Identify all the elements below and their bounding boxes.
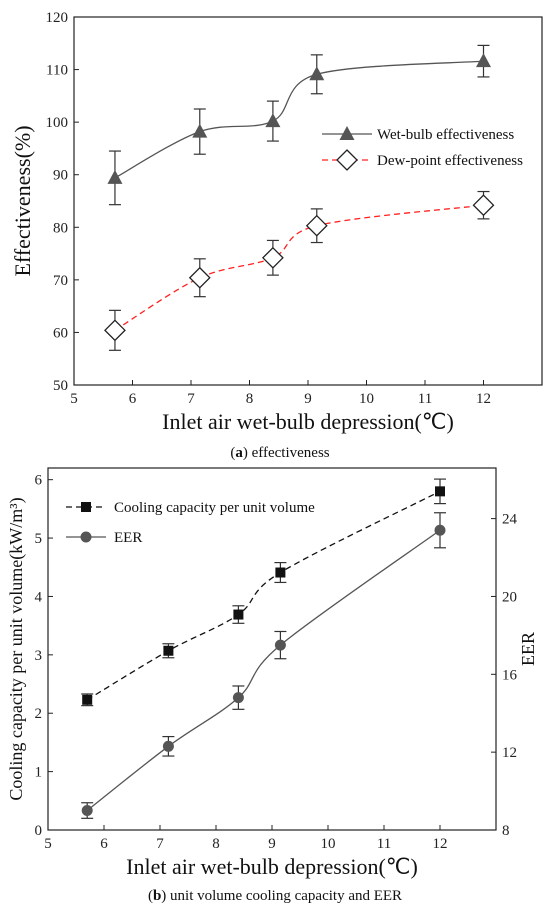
caption-b-text: ) unit volume cooling capacity and EER [161, 888, 402, 904]
caption-b-open: ( [148, 888, 153, 904]
x-tick-label: 6 [100, 836, 108, 852]
legend-label: Wet-bulb effectiveness [377, 127, 514, 143]
chart-panel-a: 5 6 7 8 9 10 11 12 50 60 70 80 90 100 110 120 Inlet air … [10, 10, 543, 434]
data-point [192, 123, 208, 138]
data-point [274, 639, 286, 651]
data-point [472, 194, 495, 217]
data-point [82, 694, 93, 705]
data-point [233, 609, 244, 620]
y2-tick-label: 16 [502, 667, 518, 683]
series-line-2 [86, 529, 441, 812]
data-point [309, 66, 325, 81]
data-point [265, 113, 281, 128]
caption-a-text: ) effectiveness [243, 445, 330, 461]
legend-marker [80, 531, 92, 543]
x-tick-label: 5 [44, 836, 52, 852]
caption-b-label: b [153, 888, 161, 904]
legend-marker [81, 502, 91, 512]
y-tick-label: 1 [35, 765, 43, 781]
legend: Wet-bulb effectiveness Dew-point effectiv… [322, 126, 523, 171]
y-tick-label: 60 [53, 325, 68, 341]
y-tick-label: 5 [35, 531, 43, 547]
x-tick-label: 6 [129, 391, 137, 407]
y-tick-label: 50 [53, 378, 68, 394]
data-point [162, 740, 174, 752]
data-point [107, 169, 123, 184]
x-tick-label: 7 [156, 836, 164, 852]
y-tick-label: 100 [46, 115, 69, 131]
y-tick-label: 3 [35, 648, 43, 664]
series-line-2 [114, 204, 484, 331]
series-line-1 [86, 490, 441, 701]
x-tick-label: 7 [187, 391, 195, 407]
data-point [104, 319, 126, 342]
legend-marker [339, 126, 355, 140]
data-point [261, 246, 284, 269]
data-point [305, 214, 328, 237]
x-tick-label: 9 [304, 391, 312, 407]
x-tick-label: 11 [418, 391, 432, 407]
y2-tick-label: 12 [502, 745, 517, 761]
data-point [188, 266, 211, 289]
data-point [275, 567, 286, 578]
x-axis-title: Inlet air wet-bulb depression(℃) [126, 854, 418, 879]
x-tick-label: 5 [70, 391, 78, 407]
y-tick-label: 6 [35, 473, 43, 489]
x-tick-label: 9 [268, 836, 276, 852]
caption-panel-a: (a) effectiveness [230, 445, 329, 461]
y-tick-label: 120 [46, 10, 69, 26]
legend-marker [336, 149, 358, 171]
legend: Cooling capacity per unit volume EER [66, 500, 315, 546]
plot-frame [47, 467, 497, 831]
y-tick-label: 70 [53, 273, 68, 289]
x-axis-title: Inlet air wet-bulb depression(℃) [162, 409, 454, 434]
data-point [81, 805, 93, 817]
x-tick-label: 12 [433, 836, 448, 852]
x-tick-label: 12 [476, 391, 491, 407]
data-point [434, 524, 446, 536]
caption-a-label: a [235, 445, 243, 461]
y2-tick-label: 24 [502, 512, 518, 528]
y-tick-label: 0 [35, 823, 43, 839]
x-tick-label: 11 [377, 836, 391, 852]
y-tick-label: 90 [53, 168, 68, 184]
y-axis-title: Effectiveness(%) [10, 125, 35, 276]
y-tick-label: 4 [35, 589, 43, 605]
data-point [476, 53, 491, 68]
caption-a-open: ( [230, 445, 235, 461]
x-tick-label: 8 [246, 391, 254, 407]
y-axis-title: Cooling capacity per unit volume(kW/m³) [6, 497, 27, 800]
legend-label: Cooling capacity per unit volume [114, 500, 315, 516]
x-tick-label: 10 [321, 836, 336, 852]
legend-label: Dew-point effectiveness [377, 153, 523, 169]
data-point [232, 692, 244, 704]
y-tick-label: 2 [35, 706, 43, 722]
series-line-1 [114, 60, 484, 179]
data-point [435, 486, 445, 497]
data-point [163, 645, 174, 656]
y-tick-label: 110 [46, 63, 68, 79]
y2-tick-label: 20 [502, 589, 517, 605]
caption-panel-b: (b) unit volume cooling capacity and EER [148, 888, 402, 904]
y2-tick-label: 8 [502, 823, 510, 839]
x-tick-label: 8 [212, 836, 220, 852]
y2-axis-title: EER [518, 632, 538, 666]
legend-label: EER [114, 530, 142, 546]
x-tick-label: 10 [359, 391, 374, 407]
y-tick-label: 80 [53, 220, 68, 236]
plot-frame [73, 16, 543, 386]
